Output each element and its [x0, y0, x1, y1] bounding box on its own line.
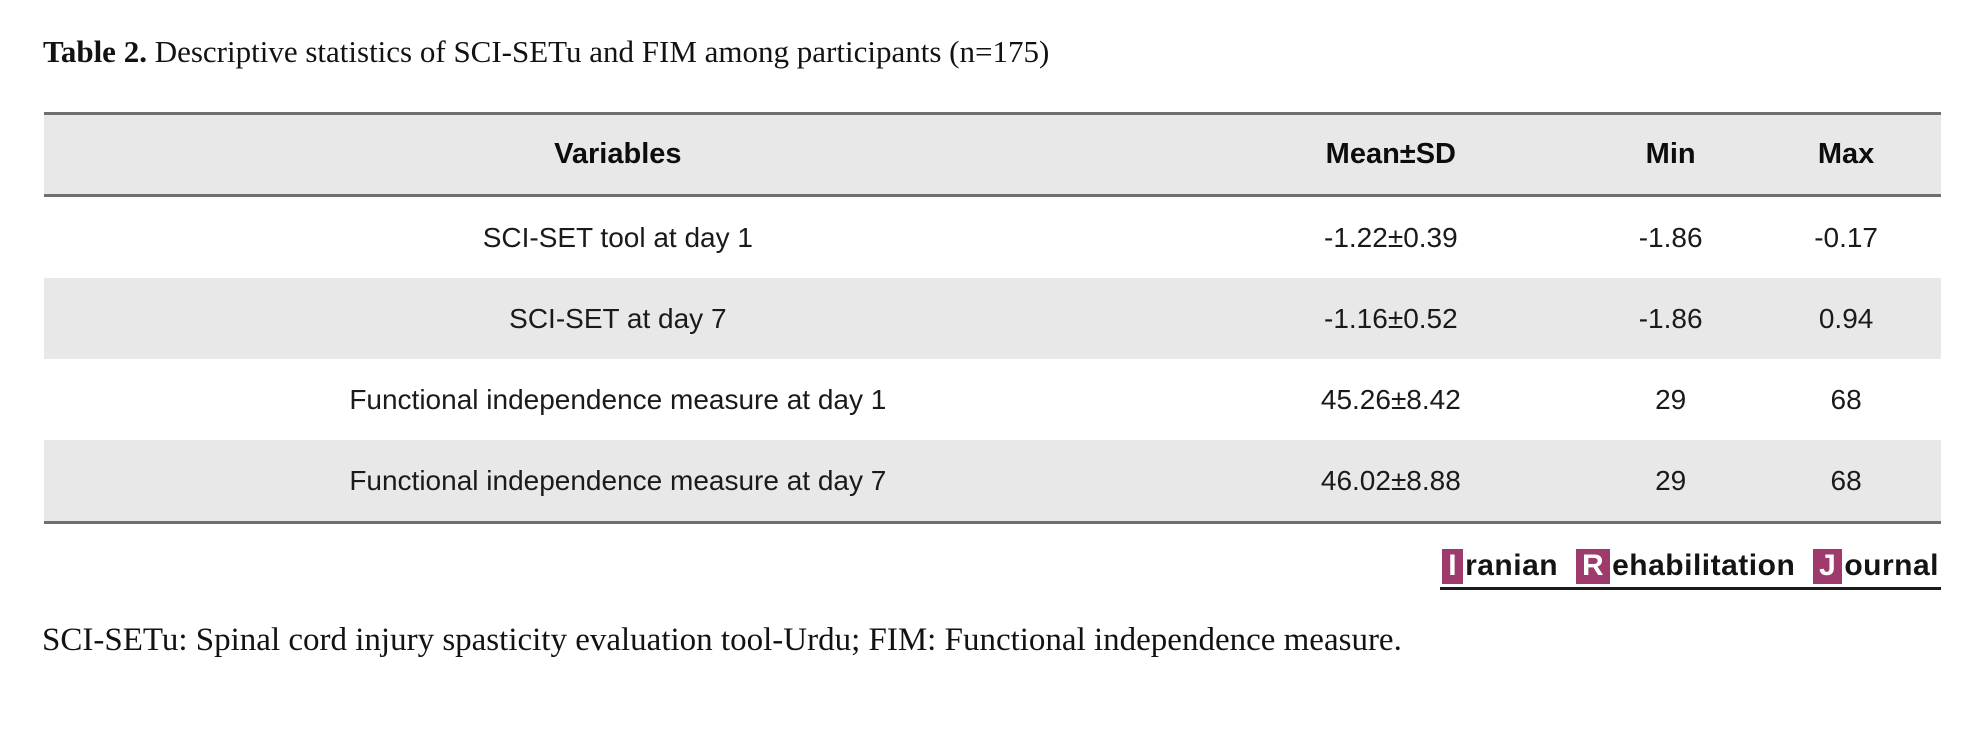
table-header-row: Variables Mean±SD Min Max — [44, 115, 1941, 197]
cell-min: -1.86 — [1638, 221, 1703, 253]
table-row: Functional independence measure at day 7… — [44, 440, 1941, 521]
cell-mean-sd: -1.16±0.52 — [1324, 302, 1458, 334]
cell-variable: Functional independence measure at day 1 — [349, 383, 887, 415]
table-row: SCI-SET tool at day 1 -1.22±0.39 -1.86 -… — [44, 197, 1941, 278]
cell-min: 29 — [1655, 383, 1687, 415]
column-header-max: Max — [1817, 138, 1875, 170]
cell-mean-sd: 45.26±8.42 — [1320, 383, 1461, 415]
cell-max: -0.17 — [1814, 221, 1879, 253]
table-row: SCI-SET at day 7 -1.16±0.52 -1.86 0.94 — [44, 278, 1941, 359]
cell-variable: SCI-SET tool at day 1 — [482, 221, 753, 253]
cell-variable: Functional independence measure at day 7 — [349, 464, 887, 496]
logo-word-rest: ranian — [1465, 549, 1559, 582]
cell-mean-sd: 46.02±8.88 — [1320, 464, 1461, 496]
cell-mean-sd: -1.22±0.39 — [1324, 221, 1458, 253]
logo-initial-block: R — [1575, 549, 1611, 584]
table-caption-label: Table 2. — [43, 34, 147, 69]
cell-variable: SCI-SET at day 7 — [509, 302, 727, 334]
table-footnote: SCI-SETu: Spinal cord injury spasticity … — [42, 622, 1402, 658]
column-header-min: Min — [1645, 138, 1696, 170]
cell-min: 29 — [1655, 464, 1687, 496]
cell-min: -1.86 — [1638, 302, 1703, 334]
cell-max: 68 — [1830, 383, 1862, 415]
cell-max: 68 — [1830, 464, 1862, 496]
table-row: Functional independence measure at day 1… — [44, 359, 1941, 440]
column-header-mean-sd: Mean±SD — [1325, 138, 1457, 170]
descriptive-statistics-table: Variables Mean±SD Min Max SCI-SET tool a… — [44, 112, 1941, 524]
logo-initial-block: I — [1442, 549, 1464, 584]
table-caption-text: Descriptive statistics of SCI-SETu and F… — [146, 34, 1050, 69]
logo-word-rest: ehabilitation — [1612, 549, 1796, 582]
column-header-variables: Variables — [554, 138, 682, 170]
logo-word-rest: ournal — [1844, 549, 1939, 582]
logo-initial-block: J — [1813, 549, 1843, 584]
cell-max: 0.94 — [1818, 302, 1874, 334]
table-caption: Table 2. Descriptive statistics of SCI-S… — [43, 34, 1049, 70]
